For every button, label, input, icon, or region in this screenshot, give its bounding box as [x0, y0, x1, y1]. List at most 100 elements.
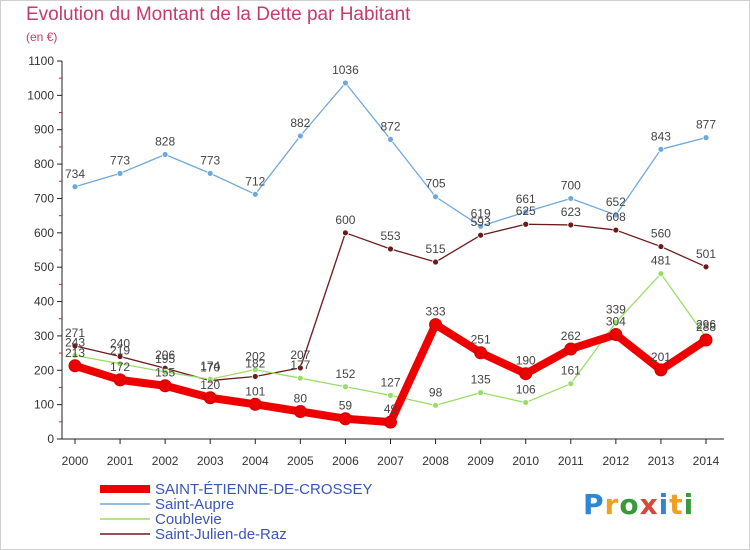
data-label: 262 — [561, 329, 581, 343]
logo-letter: r — [604, 488, 620, 521]
data-label: 240 — [110, 337, 130, 351]
data-point — [387, 391, 394, 399]
data-label: 207 — [290, 348, 310, 362]
data-label: 202 — [245, 350, 265, 364]
data-label: 80 — [294, 392, 308, 406]
data-label: 201 — [651, 350, 671, 364]
x-tick-label: 2010 — [512, 454, 539, 468]
x-tick-label: 2009 — [467, 454, 494, 468]
data-label: 773 — [110, 153, 130, 167]
data-point — [612, 211, 620, 219]
data-point — [161, 151, 169, 158]
data-point — [68, 359, 82, 373]
logo-letter: x — [639, 488, 659, 521]
logo-letter: t — [669, 488, 684, 521]
data-label: 560 — [651, 227, 671, 241]
data-label: 700 — [561, 178, 581, 192]
data-label: 120 — [200, 378, 220, 392]
data-point — [251, 373, 259, 380]
x-tick-label: 2001 — [107, 454, 134, 468]
y-tick-label: 900 — [34, 123, 54, 137]
data-label: 515 — [426, 242, 446, 256]
data-label: 843 — [651, 129, 671, 143]
data-point — [251, 190, 259, 198]
data-point — [161, 368, 169, 376]
x-tick-label: 2012 — [603, 454, 630, 468]
data-label: 219 — [110, 344, 130, 358]
data-label: 288 — [696, 320, 716, 334]
data-point — [71, 183, 79, 191]
data-point — [612, 226, 620, 234]
data-label: 172 — [110, 360, 130, 374]
data-label: 619 — [471, 206, 491, 220]
data-point — [522, 220, 530, 228]
data-label: 251 — [471, 333, 491, 347]
data-label: 98 — [429, 385, 443, 399]
data-point — [657, 270, 665, 278]
data-point — [387, 135, 394, 143]
data-label: 734 — [65, 167, 85, 181]
data-label: 155 — [155, 366, 175, 380]
data-label: 877 — [696, 118, 716, 132]
x-tick-label: 2008 — [422, 454, 449, 468]
data-point — [251, 366, 259, 373]
data-label: 1036 — [332, 63, 359, 77]
data-label: 296 — [696, 317, 716, 331]
data-label: 773 — [200, 153, 220, 167]
y-tick-label: 200 — [34, 363, 54, 377]
data-label: 101 — [245, 384, 265, 398]
data-label: 182 — [245, 356, 265, 370]
data-point — [522, 208, 530, 216]
data-label: 652 — [606, 195, 626, 209]
data-point — [477, 231, 485, 239]
y-tick-label: 500 — [34, 260, 54, 274]
data-point — [206, 375, 214, 383]
data-point — [158, 379, 172, 393]
data-point — [432, 401, 439, 409]
data-label: 593 — [471, 215, 491, 229]
series-group — [68, 79, 713, 429]
data-label: 828 — [155, 134, 175, 148]
data-point — [474, 346, 488, 360]
y-tick-label: 0 — [47, 432, 54, 446]
legend-label: Saint-Aupre — [155, 496, 234, 513]
y-tick-label: 400 — [34, 295, 54, 309]
data-point — [113, 373, 127, 387]
x-tick-label: 2004 — [242, 454, 269, 468]
logo-letter: P — [583, 488, 605, 521]
data-point — [116, 353, 124, 360]
data-point — [519, 367, 533, 381]
data-label: 333 — [426, 305, 446, 319]
data-point — [477, 222, 485, 230]
legend: SAINT-ÉTIENNE-DE-CROSSEYSaint-AupreCoubl… — [100, 481, 373, 543]
logo-letter: i — [683, 488, 695, 521]
legend-label: SAINT-ÉTIENNE-DE-CROSSEY — [155, 481, 373, 498]
data-label: 213 — [65, 346, 85, 360]
data-point — [384, 415, 397, 429]
data-point — [116, 360, 124, 368]
data-point — [567, 221, 575, 229]
axes: 0 100 200 300 400 500 600 700 800 900 1000 1100 2000… — [27, 54, 724, 468]
data-point — [522, 399, 530, 406]
data-label: 206 — [155, 348, 175, 362]
data-point — [116, 169, 124, 177]
data-point — [432, 193, 439, 201]
x-tick-label: 2013 — [648, 454, 675, 468]
y-tick-label: 1100 — [28, 54, 54, 68]
data-label: 152 — [335, 367, 355, 381]
data-point — [296, 132, 304, 140]
y-tick-label: 600 — [34, 226, 54, 240]
x-tick-label: 2011 — [558, 454, 584, 468]
y-tick-label: 300 — [34, 329, 54, 343]
data-label: 608 — [606, 210, 626, 224]
data-label: 872 — [380, 119, 400, 133]
proxiti-logo: Proxiti — [583, 488, 694, 521]
data-point — [429, 318, 443, 332]
data-point — [71, 342, 79, 350]
data-point — [203, 391, 217, 405]
data-label: 339 — [606, 303, 626, 317]
data-point — [654, 363, 668, 377]
data-label: 190 — [516, 354, 536, 368]
data-point — [567, 380, 575, 388]
